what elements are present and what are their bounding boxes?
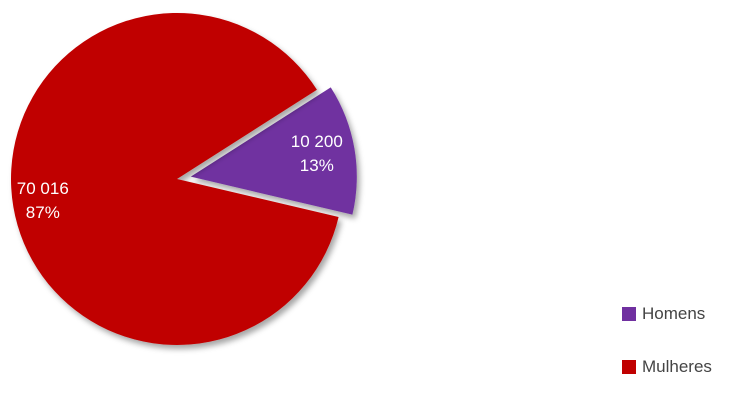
data-label-value-mulheres: 70 016 — [17, 179, 69, 198]
legend-label-homens: Homens — [642, 304, 706, 323]
legend: Homens Mulheres — [622, 302, 747, 408]
pie-slice-mulheres — [10, 12, 339, 345]
legend-item-mulheres: Mulheres — [622, 355, 747, 379]
pie-slice-homens — [190, 87, 357, 215]
legend-item-homens: Homens — [622, 302, 747, 326]
data-label-pct-homens: 13% — [300, 156, 334, 175]
pie-chart: 10 200 13% 70 016 87% — [10, 12, 357, 345]
legend-label-mulheres: Mulheres — [642, 357, 712, 376]
data-label-pct-mulheres: 87% — [26, 203, 60, 222]
data-label-value-homens: 10 200 — [291, 132, 343, 151]
legend-swatch-homens — [622, 307, 636, 321]
legend-swatch-mulheres — [622, 360, 636, 374]
